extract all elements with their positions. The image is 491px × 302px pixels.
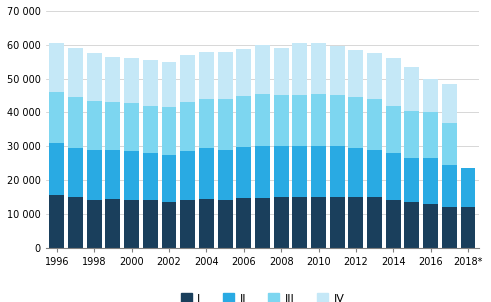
Bar: [180, 102, 195, 151]
Bar: [218, 200, 233, 248]
Bar: [124, 200, 139, 248]
Bar: [330, 146, 345, 197]
Bar: [461, 207, 475, 248]
Bar: [330, 197, 345, 248]
Bar: [236, 147, 251, 198]
Bar: [273, 95, 289, 146]
Bar: [236, 49, 251, 96]
Bar: [255, 198, 270, 248]
Bar: [87, 149, 102, 200]
Bar: [423, 79, 438, 112]
Bar: [367, 99, 382, 149]
Bar: [311, 43, 326, 94]
Bar: [330, 47, 345, 95]
Bar: [180, 151, 195, 200]
Bar: [292, 95, 307, 146]
Bar: [199, 52, 214, 99]
Bar: [50, 43, 64, 92]
Bar: [405, 67, 419, 111]
Bar: [442, 84, 457, 123]
Bar: [236, 198, 251, 248]
Bar: [68, 148, 83, 197]
Bar: [292, 197, 307, 248]
Bar: [311, 94, 326, 146]
Bar: [423, 112, 438, 158]
Bar: [180, 55, 195, 102]
Bar: [386, 106, 401, 153]
Legend: I, II, III, IV: I, II, III, IV: [176, 289, 349, 302]
Bar: [199, 99, 214, 148]
Bar: [50, 143, 64, 195]
Bar: [143, 60, 158, 106]
Bar: [236, 96, 251, 147]
Bar: [50, 195, 64, 248]
Bar: [273, 146, 289, 197]
Bar: [87, 200, 102, 248]
Bar: [311, 146, 326, 197]
Bar: [162, 155, 176, 202]
Bar: [442, 165, 457, 207]
Bar: [367, 149, 382, 197]
Bar: [143, 153, 158, 200]
Bar: [199, 148, 214, 199]
Bar: [273, 48, 289, 95]
Bar: [292, 146, 307, 197]
Bar: [386, 153, 401, 200]
Bar: [124, 151, 139, 200]
Bar: [255, 94, 270, 146]
Bar: [423, 204, 438, 248]
Bar: [143, 200, 158, 248]
Bar: [162, 62, 176, 107]
Bar: [367, 197, 382, 248]
Bar: [68, 97, 83, 148]
Bar: [461, 168, 475, 207]
Bar: [124, 58, 139, 103]
Bar: [162, 202, 176, 248]
Bar: [386, 58, 401, 106]
Bar: [255, 146, 270, 198]
Bar: [442, 123, 457, 165]
Bar: [218, 99, 233, 149]
Bar: [330, 95, 345, 146]
Bar: [405, 202, 419, 248]
Bar: [349, 97, 363, 148]
Bar: [106, 56, 120, 102]
Bar: [367, 53, 382, 99]
Bar: [255, 45, 270, 94]
Bar: [68, 48, 83, 97]
Bar: [273, 197, 289, 248]
Bar: [199, 199, 214, 248]
Bar: [442, 207, 457, 248]
Bar: [180, 200, 195, 248]
Bar: [386, 200, 401, 248]
Bar: [124, 103, 139, 151]
Bar: [106, 102, 120, 149]
Bar: [218, 52, 233, 99]
Bar: [68, 197, 83, 248]
Bar: [349, 148, 363, 197]
Bar: [405, 158, 419, 202]
Bar: [87, 101, 102, 149]
Bar: [311, 197, 326, 248]
Bar: [349, 197, 363, 248]
Bar: [349, 50, 363, 97]
Bar: [423, 158, 438, 204]
Bar: [143, 106, 158, 153]
Bar: [405, 111, 419, 158]
Bar: [87, 53, 102, 101]
Bar: [162, 107, 176, 155]
Bar: [106, 199, 120, 248]
Bar: [218, 149, 233, 200]
Bar: [50, 92, 64, 143]
Bar: [292, 43, 307, 95]
Bar: [106, 149, 120, 199]
